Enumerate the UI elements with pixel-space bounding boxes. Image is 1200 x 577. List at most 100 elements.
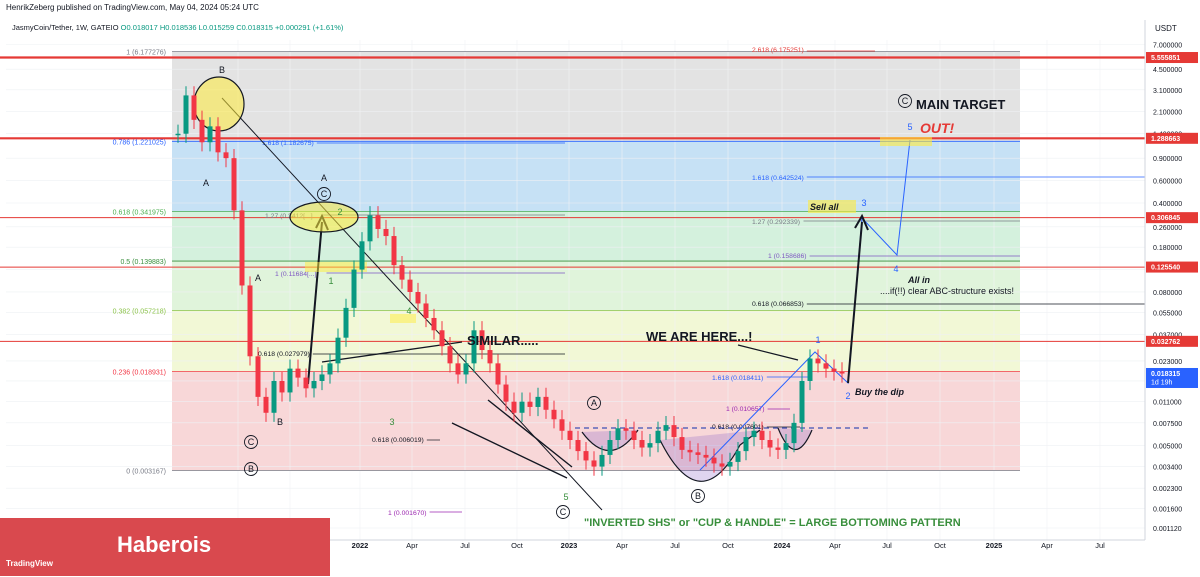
chart-annotation: Sell all xyxy=(810,202,839,212)
candle-body xyxy=(543,396,549,410)
price-badge-label: 0.306845 xyxy=(1151,215,1180,222)
wave-label: B xyxy=(248,464,254,474)
candle-body xyxy=(567,430,573,441)
fib-level-label: 1 (6.177276) xyxy=(126,50,166,57)
candle-body xyxy=(711,457,717,464)
candle-body xyxy=(255,356,261,397)
candle-body xyxy=(447,346,453,364)
candle-body xyxy=(271,380,277,413)
extension-label: 1 (0.010657) xyxy=(726,406,765,413)
wave-label: 2 xyxy=(845,391,850,401)
downtrend-line xyxy=(221,97,603,511)
x-tick-label: Jul xyxy=(460,541,470,550)
candle-body xyxy=(663,425,669,431)
x-tick-label: Apr xyxy=(1041,541,1053,550)
wave-circle xyxy=(244,462,258,476)
wave-label: 5 xyxy=(563,492,568,502)
chart-annotation: MAIN TARGET xyxy=(916,97,1005,112)
candle-body xyxy=(479,330,485,351)
candle-body xyxy=(183,95,189,134)
y-tick-label: 3.100000 xyxy=(1153,88,1182,95)
x-tick-label: Oct xyxy=(934,541,947,550)
price-badge-label: 0.032762 xyxy=(1151,339,1180,346)
sell-highlight xyxy=(808,200,856,213)
candle-body xyxy=(679,437,685,450)
annotations: MAIN TARGET OUT! Sell all All in....if(!!) … xyxy=(467,97,1014,529)
y-tick-label: 0.007500 xyxy=(1153,421,1182,428)
x-tick-label: Oct xyxy=(722,541,735,550)
y-tick-label: 0.001600 xyxy=(1153,506,1182,513)
price-badge xyxy=(1146,52,1198,64)
target-highlight xyxy=(880,137,932,146)
candle-body xyxy=(279,380,285,393)
candle-body xyxy=(343,307,349,338)
candle-body xyxy=(231,158,237,211)
candle-body xyxy=(399,265,405,280)
fib-extension-labels: 2.618 (6.175251) 1.618 (1.182675) 1.27 (0.… xyxy=(258,47,1145,517)
chart-annotation: SIMILAR..... xyxy=(467,333,539,348)
symbol-name: JasmyCoin/Tether, 1W, GATEIO xyxy=(12,23,119,32)
candle-body xyxy=(391,236,397,266)
wave-label: 3 xyxy=(389,417,394,427)
candle-body xyxy=(783,443,789,450)
x-tick-label: Apr xyxy=(616,541,628,550)
here-pointer xyxy=(737,344,799,361)
fib-level-label: 0.382 (0.057218) xyxy=(113,309,166,316)
projection-arrow xyxy=(847,221,863,384)
high-value: H0.018536 xyxy=(159,23,197,32)
open-value: O0.018017 xyxy=(120,23,158,32)
candle-body xyxy=(575,440,581,452)
candle-body xyxy=(607,440,613,455)
wave-label: 1 xyxy=(328,276,333,286)
wave-label: A xyxy=(321,173,327,183)
candle-body xyxy=(287,368,293,393)
candle-body xyxy=(439,330,445,347)
fib-level-label: 0.786 (1.221025) xyxy=(113,139,166,146)
candle-body xyxy=(631,430,637,441)
wave-label: 5 xyxy=(907,122,912,132)
y-tick-label: 0.002300 xyxy=(1153,486,1182,493)
y-tick-label: 0.180000 xyxy=(1153,245,1182,252)
y-tick-label: 2.100000 xyxy=(1153,109,1182,116)
candle-body xyxy=(463,363,469,375)
fib-level-label: 0 (0.003167) xyxy=(126,469,166,476)
candle-body xyxy=(335,337,341,364)
y-tick-label: 0.400000 xyxy=(1153,201,1182,208)
y-tick-label: 0.080000 xyxy=(1153,290,1182,297)
candle-body xyxy=(375,215,381,229)
wedge-upper-line xyxy=(487,399,573,468)
y-tick-label: 0.005000 xyxy=(1153,443,1182,450)
candle-body xyxy=(823,363,829,369)
chart-annotation: WE ARE HERE...! xyxy=(646,329,752,344)
candle-body xyxy=(831,368,837,372)
candle-body xyxy=(511,401,517,413)
price-badge xyxy=(1146,367,1198,388)
extension-label: 1.27 (0.3412[...] xyxy=(265,213,313,220)
wave-label: B xyxy=(695,491,701,501)
extension-label: 1.618 (1.182675) xyxy=(262,140,314,147)
close-value: C0.018315 xyxy=(236,23,273,32)
candle-body xyxy=(767,440,773,448)
candle-body xyxy=(719,463,725,467)
chart-annotation: Buy the dip xyxy=(855,387,905,397)
extension-label: 0.618 (0.027979) xyxy=(258,351,310,358)
extension-label: 1 (0.158686) xyxy=(768,253,807,260)
candle-body xyxy=(535,396,541,407)
fib-levels: 1 (6.177276) 0.786 (1.221025) 0.618 (0.341… xyxy=(0,50,1145,476)
candle-body xyxy=(687,449,693,453)
extension-label: 2.618 (6.175251) xyxy=(752,47,804,54)
extension-label: 1.27 (0.292339) xyxy=(752,219,800,226)
candle-body xyxy=(703,454,709,458)
candle-body xyxy=(215,126,221,153)
chart-annotation: "INVERTED SHS" or "CUP & HANDLE" = LARGE… xyxy=(584,517,961,529)
price-badge-label: 5.555851 xyxy=(1151,55,1180,62)
x-tick-label: 2025 xyxy=(986,541,1003,550)
candle-body xyxy=(207,126,213,143)
extension-label: 1.618 (0.018411) xyxy=(712,375,763,382)
x-tick-label: Oct xyxy=(511,541,524,550)
change-value: +0.000291 (+1.61%) xyxy=(275,23,344,32)
price-axis[interactable]: USDT7.0000004.5000003.1000002.1000001.40… xyxy=(1144,0,1200,540)
price-badge-label: 0.018315 xyxy=(1151,371,1180,378)
